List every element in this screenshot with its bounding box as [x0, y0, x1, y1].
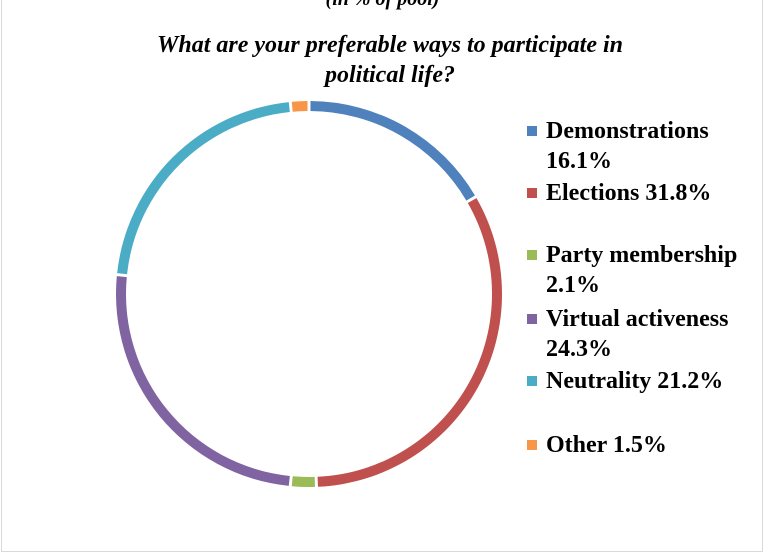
slice-neutrality: [117, 102, 290, 275]
legend-swatch: [527, 376, 537, 386]
slice-virtual-activeness: [116, 276, 290, 486]
legend-item-virtual-activeness: Virtual activeness 24.3%: [527, 304, 765, 364]
legend-item-neutrality: Neutrality 21.2%: [527, 366, 765, 396]
legend-swatch: [527, 314, 537, 324]
legend-label: Elections 31.8%: [546, 180, 712, 206]
legend-label: Demonstrations 16.1%: [546, 118, 709, 174]
slice-elections: [317, 198, 502, 487]
legend-item-demonstrations: Demonstrations 16.1%: [527, 116, 717, 176]
clipped-header-text: (in % of pool): [0, 0, 765, 11]
chart-title-line-1: What are your preferable ways to partici…: [157, 32, 623, 58]
legend-swatch: [527, 126, 537, 136]
legend-swatch: [527, 440, 537, 450]
chart-title-line-2: political life?: [325, 62, 455, 88]
legend-label: Virtual activeness 24.3%: [546, 306, 729, 362]
legend-swatch: [527, 250, 537, 260]
legend-label: Neutrality 21.2%: [546, 368, 724, 394]
slice-other: [291, 101, 308, 112]
slice-party-membership: [291, 476, 315, 487]
slice-demonstrations: [310, 101, 475, 201]
legend-item-other: Other 1.5%: [527, 430, 765, 460]
legend-item-elections: Elections 31.8%: [527, 178, 765, 208]
legend-item-party-membership: Party membership 2.1%: [527, 240, 765, 300]
legend-swatch: [527, 188, 537, 198]
legend-label: Other 1.5%: [546, 432, 667, 458]
chart-title: What are your preferable ways to partici…: [0, 30, 765, 90]
legend-label: Party membership 2.1%: [546, 242, 738, 298]
